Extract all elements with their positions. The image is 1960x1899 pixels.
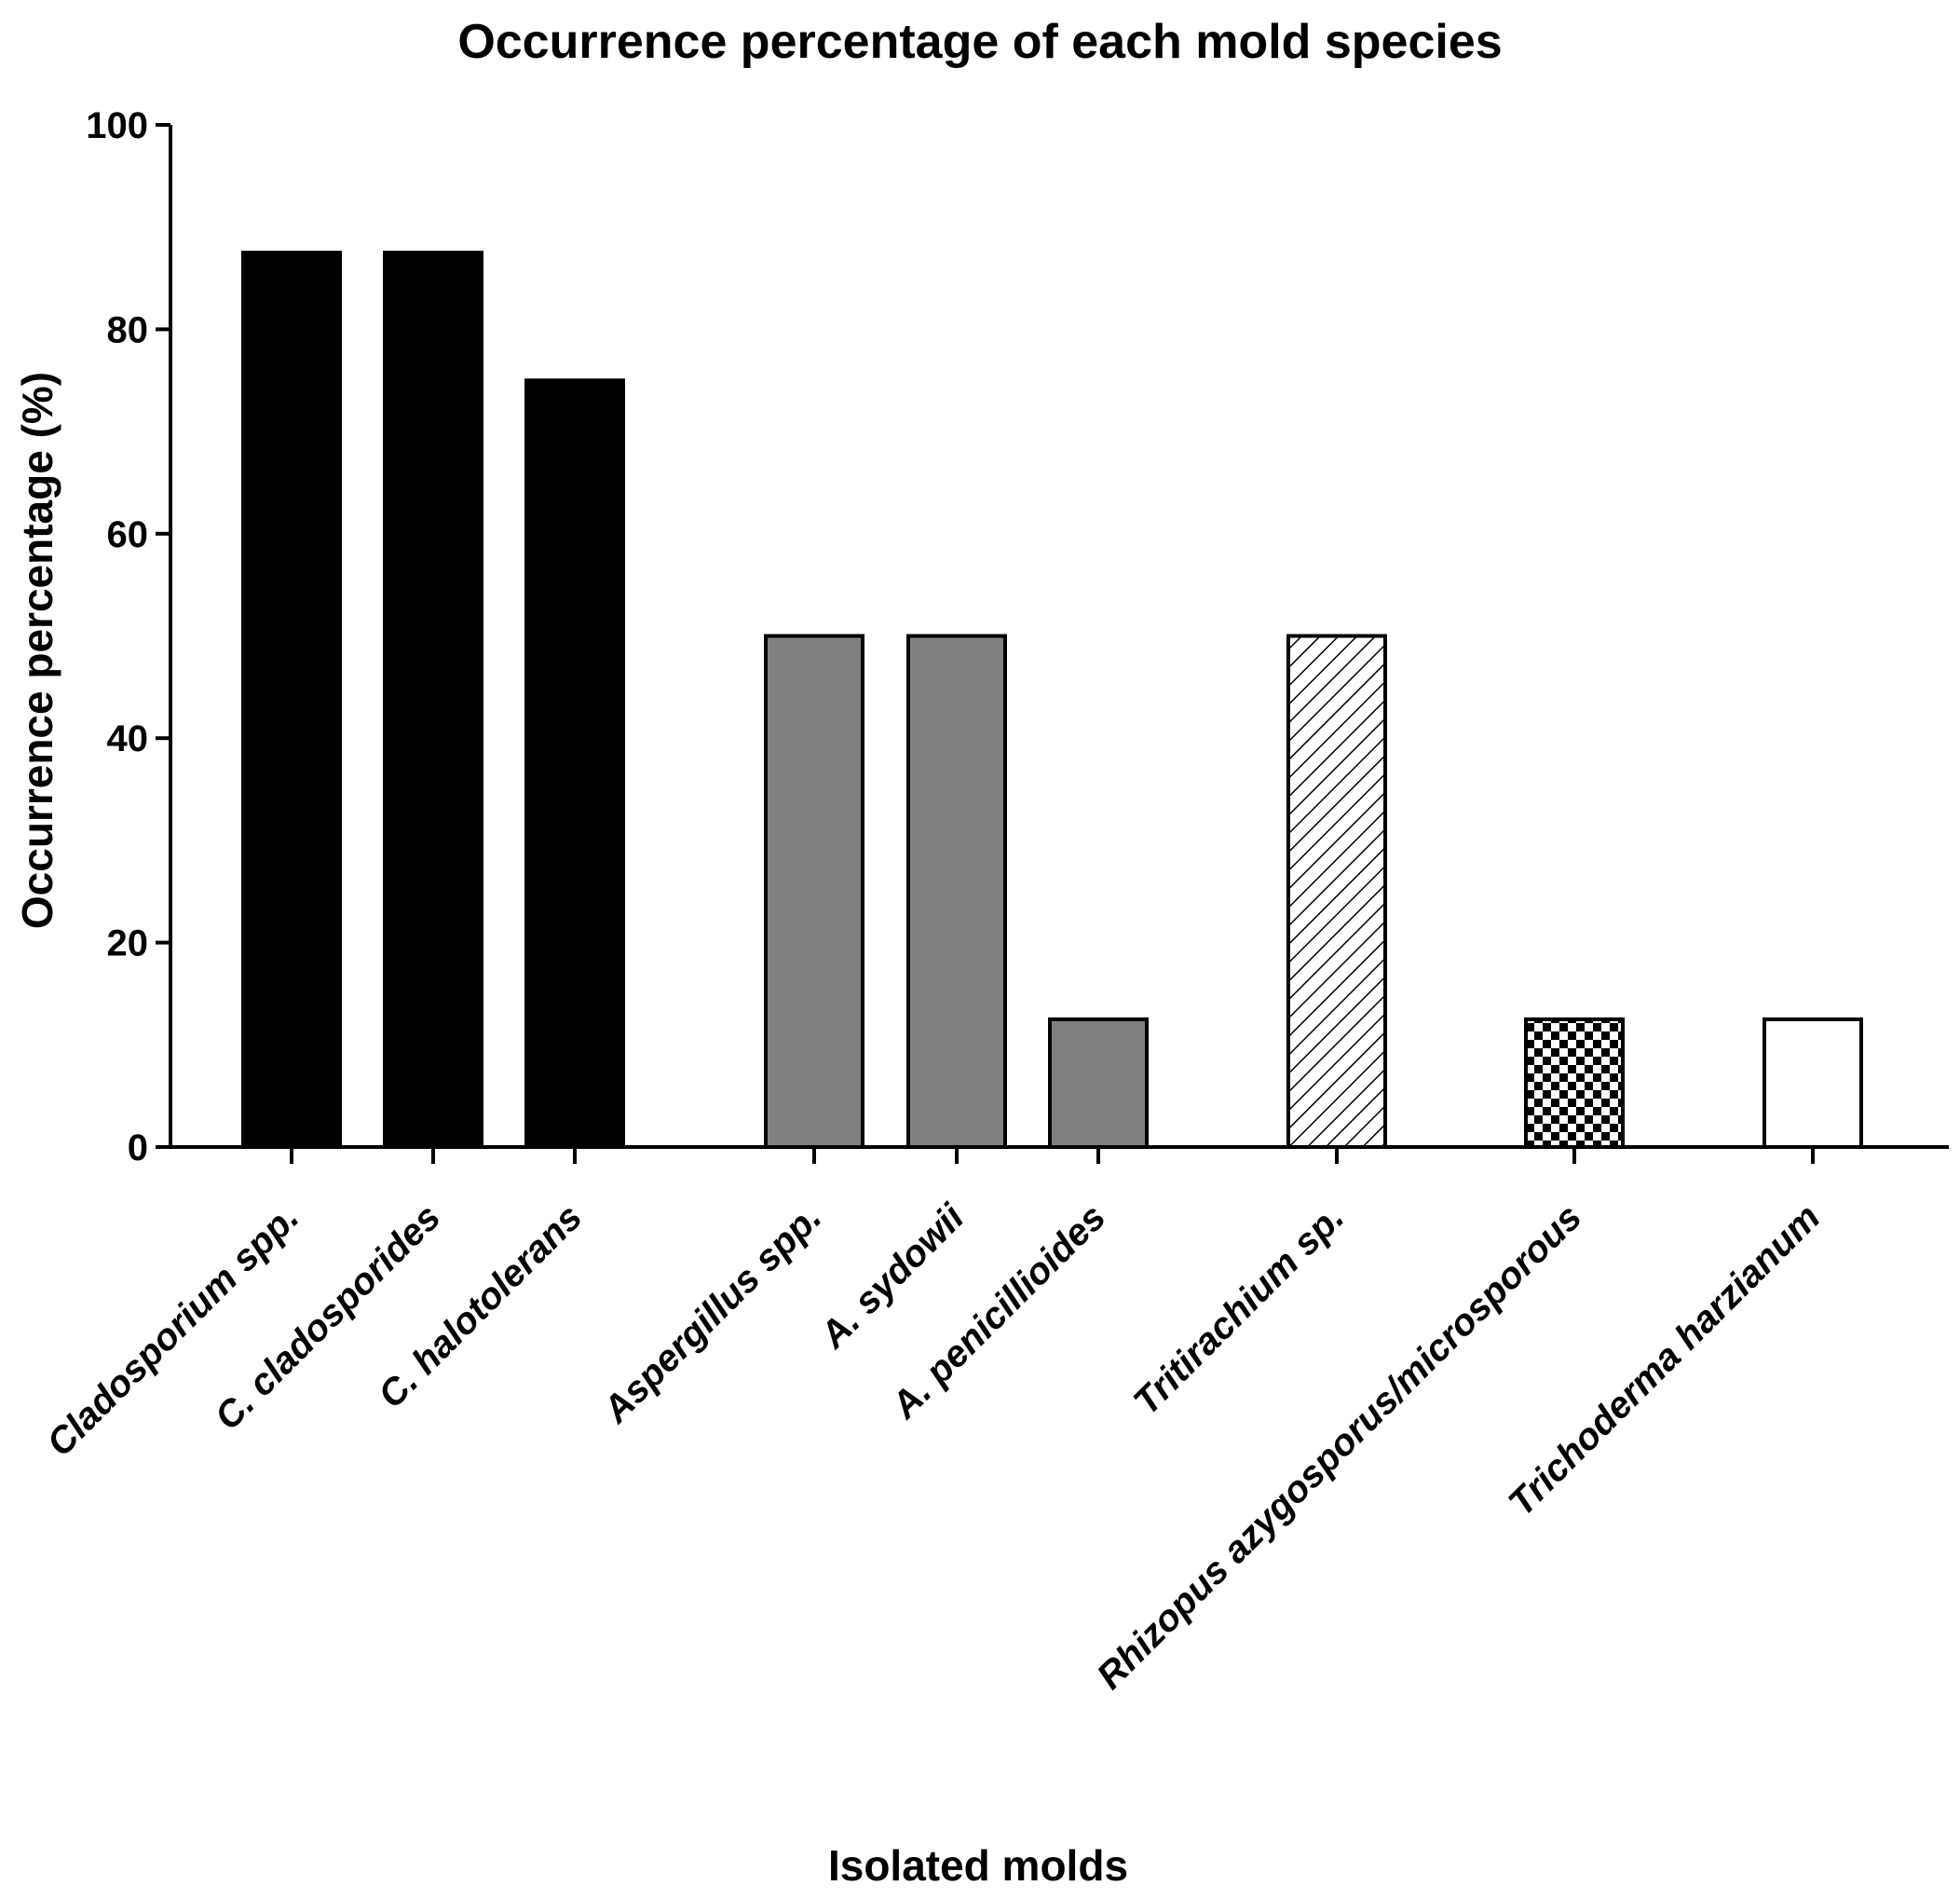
y-axis-label: Occurrence percentage (%) (13, 372, 61, 929)
y-axis: 0 20 40 60 80 100 (86, 105, 172, 1168)
bar (524, 378, 625, 1149)
x-tick-label: Aspergillus spp. (595, 1196, 830, 1431)
x-axis-label: Isolated molds (828, 1841, 1128, 1890)
bar (764, 634, 864, 1149)
bar (241, 251, 342, 1149)
x-tick-label: Rhizopus azygosporus/microsporous (1089, 1196, 1589, 1697)
x-tick-label: Tritirachium sp. (1126, 1196, 1353, 1423)
y-tick-label: 20 (107, 923, 149, 964)
bars-group (241, 251, 1863, 1149)
y-tick-label: 80 (107, 309, 149, 350)
y-tick-label: 100 (86, 105, 148, 146)
y-tick-label: 40 (107, 718, 149, 759)
bar (383, 251, 483, 1149)
chart-title: Occurrence percentage of each mold speci… (457, 15, 1502, 69)
y-tick-label: 60 (107, 514, 149, 555)
bar (1286, 634, 1387, 1149)
bar (1048, 1017, 1149, 1149)
bar (906, 634, 1007, 1149)
y-tick-label: 0 (128, 1127, 148, 1168)
bar (1524, 1017, 1625, 1149)
x-tick-label: Cladosporium spp. (39, 1196, 306, 1464)
bar (1763, 1017, 1863, 1149)
